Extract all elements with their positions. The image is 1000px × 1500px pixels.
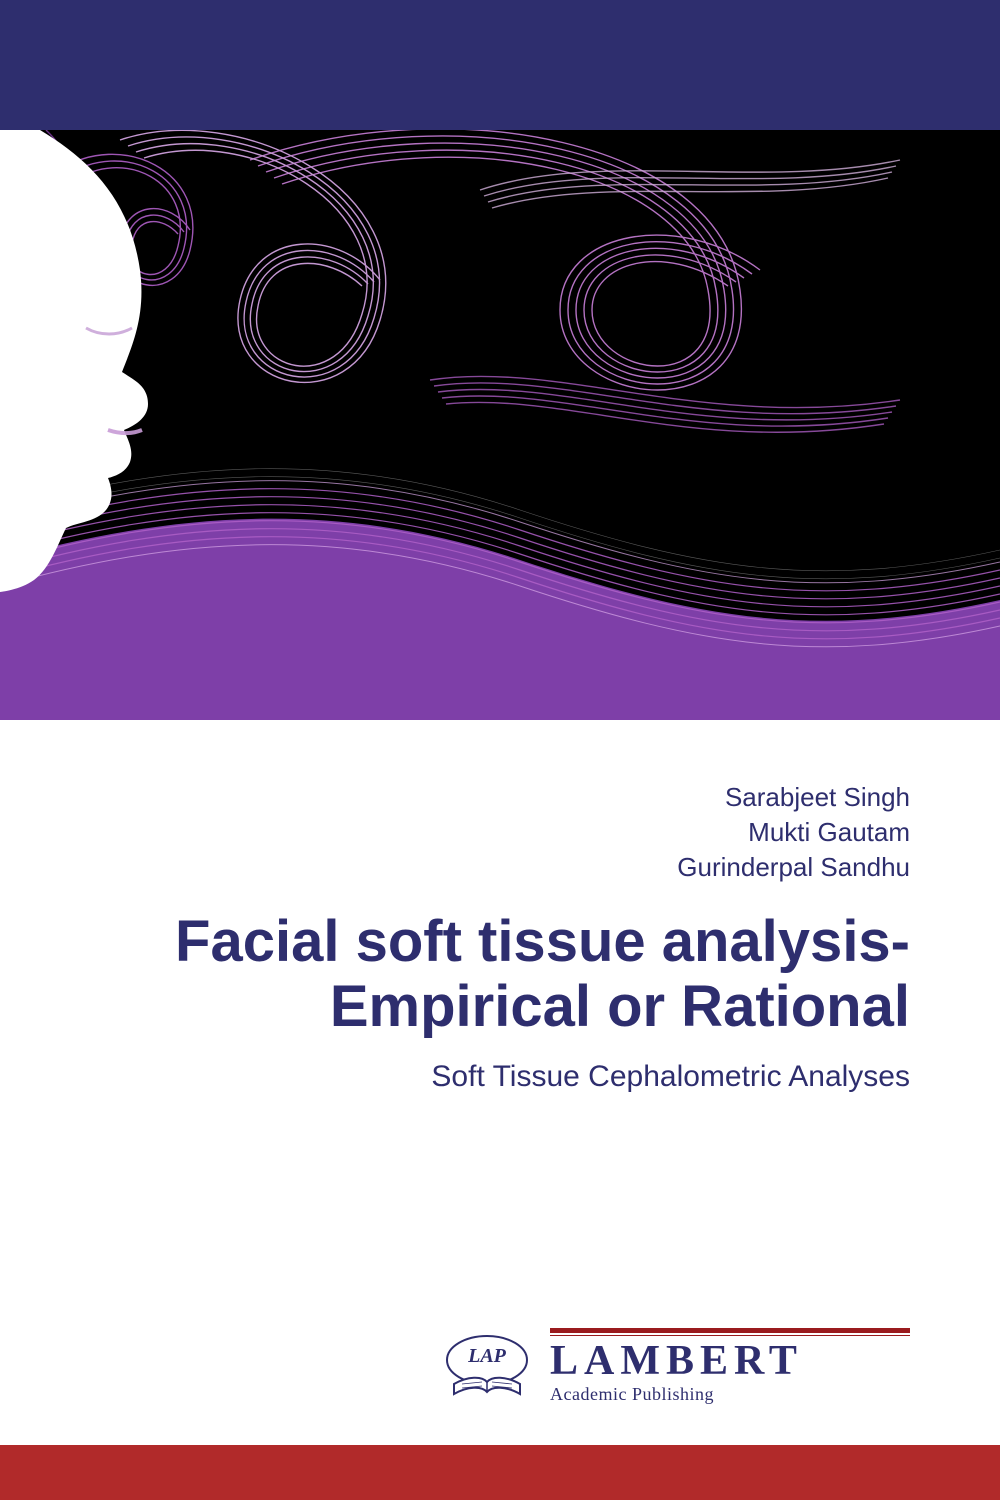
publisher-logo-icon: LAP [442, 1332, 532, 1402]
publisher-logo-text: LAP [467, 1345, 507, 1367]
authors-block: Sarabjeet Singh Mukti Gautam Gurinderpal… [677, 780, 910, 885]
publisher-text: LAMBERT Academic Publishing [550, 1328, 910, 1405]
bottom-color-band [0, 1445, 1000, 1500]
cover-art-svg [0, 130, 1000, 720]
top-color-band [0, 0, 1000, 130]
title-line-1: Facial soft tissue analysis- [70, 910, 910, 975]
author-2: Mukti Gautam [677, 815, 910, 850]
book-title: Facial soft tissue analysis- Empirical o… [70, 910, 910, 1040]
cover-art [0, 130, 1000, 720]
author-1: Sarabjeet Singh [677, 780, 910, 815]
title-line-2: Empirical or Rational [70, 975, 910, 1040]
book-cover: Sarabjeet Singh Mukti Gautam Gurinderpal… [0, 0, 1000, 1500]
publisher-subtitle: Academic Publishing [550, 1384, 910, 1405]
publisher-name: LAMBERT [550, 1340, 910, 1382]
author-3: Gurinderpal Sandhu [677, 850, 910, 885]
publisher-rule-thin [550, 1335, 910, 1336]
publisher-block: LAP LAMBERT Academic Publishing [442, 1328, 910, 1405]
publisher-rule-thick [550, 1328, 910, 1333]
book-subtitle: Soft Tissue Cephalometric Analyses [70, 1060, 910, 1094]
